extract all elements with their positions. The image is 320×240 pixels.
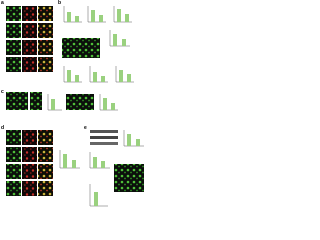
micrograph	[38, 6, 53, 21]
bar-shape	[127, 74, 131, 82]
micrograph	[22, 181, 37, 196]
bar-shape	[125, 14, 129, 22]
bar-shape	[117, 9, 121, 22]
bar-shape	[91, 10, 95, 22]
bar-shape	[67, 12, 71, 22]
mini-chart	[89, 184, 108, 207]
bar-shape	[101, 76, 105, 82]
micrograph	[6, 40, 21, 55]
mini-chart	[47, 94, 62, 111]
micrograph	[22, 6, 37, 21]
micrograph	[22, 57, 37, 72]
micrograph	[38, 23, 53, 38]
mini-chart	[63, 66, 82, 83]
micrograph	[6, 181, 21, 196]
micrograph	[22, 130, 37, 145]
micrograph	[62, 38, 100, 58]
micrograph	[22, 40, 37, 55]
mini-chart	[63, 6, 82, 23]
micrograph	[38, 57, 53, 72]
figure: a b c	[1, 0, 144, 207]
panel-b: b	[58, 0, 134, 83]
micrograph	[6, 57, 21, 72]
bar-shape	[103, 98, 107, 110]
panel-label: c	[1, 89, 4, 95]
bar-shape	[94, 192, 98, 206]
bar-shape	[136, 139, 140, 146]
micrograph	[38, 147, 53, 162]
mini-chart	[87, 6, 106, 23]
micrograph	[6, 147, 21, 162]
panel-label: d	[1, 125, 4, 131]
bar-shape	[93, 72, 97, 82]
micrograph	[38, 164, 53, 179]
micrograph	[6, 23, 21, 38]
micrograph	[38, 130, 53, 145]
bar-shape	[99, 15, 103, 22]
mini-chart	[115, 66, 134, 83]
blot-band	[90, 130, 118, 133]
bar-shape	[72, 160, 76, 168]
blot-band	[90, 136, 118, 139]
bar-shape	[111, 103, 115, 110]
bar-shape	[101, 161, 105, 168]
micrograph	[38, 40, 53, 55]
panel-e: e	[84, 125, 144, 207]
bar-shape	[127, 134, 131, 146]
micrograph	[66, 94, 94, 110]
panel-a: a	[1, 0, 53, 72]
bar-shape	[51, 99, 55, 110]
panel-label: b	[58, 0, 61, 6]
bar-shape	[75, 75, 79, 82]
bar-shape	[119, 70, 123, 82]
panel-d: d	[1, 125, 80, 196]
bar-shape	[93, 157, 97, 168]
mini-chart	[99, 94, 118, 111]
mini-chart	[113, 6, 132, 23]
micrograph	[114, 164, 144, 192]
panel-label: a	[1, 0, 4, 6]
blot-band	[90, 142, 118, 145]
bar-shape	[122, 39, 126, 46]
micrograph	[6, 130, 21, 145]
micrograph	[6, 6, 21, 21]
micrograph	[6, 92, 28, 110]
micrograph	[22, 23, 37, 38]
panel-c: c	[1, 89, 118, 111]
micrograph	[22, 147, 37, 162]
micrograph	[6, 164, 21, 179]
bar-shape	[113, 34, 117, 46]
micrograph	[30, 92, 42, 110]
mini-chart	[89, 66, 108, 83]
bar-shape	[67, 70, 71, 82]
micrograph	[22, 164, 37, 179]
micrograph	[38, 181, 53, 196]
bar-shape	[63, 154, 67, 168]
panel-label: e	[84, 125, 87, 131]
bar-shape	[75, 16, 79, 22]
